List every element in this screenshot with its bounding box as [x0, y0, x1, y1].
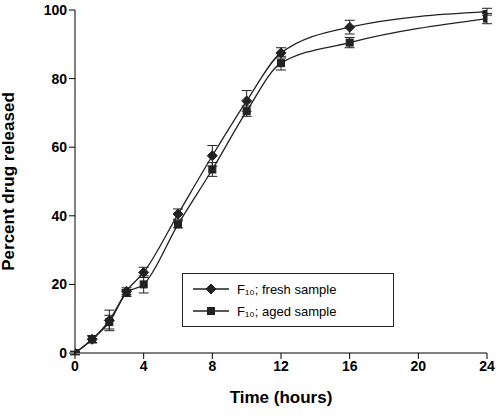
svg-text:24: 24 [479, 358, 492, 374]
svg-text:Time (hours): Time (hours) [230, 388, 333, 407]
svg-text:4: 4 [140, 358, 148, 374]
svg-text:0: 0 [71, 358, 79, 374]
svg-text:8: 8 [208, 358, 216, 374]
svg-text:100: 100 [44, 2, 68, 18]
svg-text:Percent drug released: Percent drug released [8, 92, 18, 271]
html-text:F₁₀; fresh sample: F₁₀; fresh sample [237, 281, 337, 297]
svg-text:0: 0 [59, 345, 67, 361]
html-text:F₁₀; aged sample: F₁₀; aged sample [237, 303, 337, 319]
svg-text:12: 12 [273, 358, 289, 374]
svg-text:60: 60 [51, 139, 67, 155]
svg-text:40: 40 [51, 208, 67, 224]
svg-text:20: 20 [411, 358, 427, 374]
svg-text:16: 16 [342, 358, 358, 374]
svg-text:20: 20 [51, 276, 67, 292]
svg-text:80: 80 [51, 71, 67, 87]
